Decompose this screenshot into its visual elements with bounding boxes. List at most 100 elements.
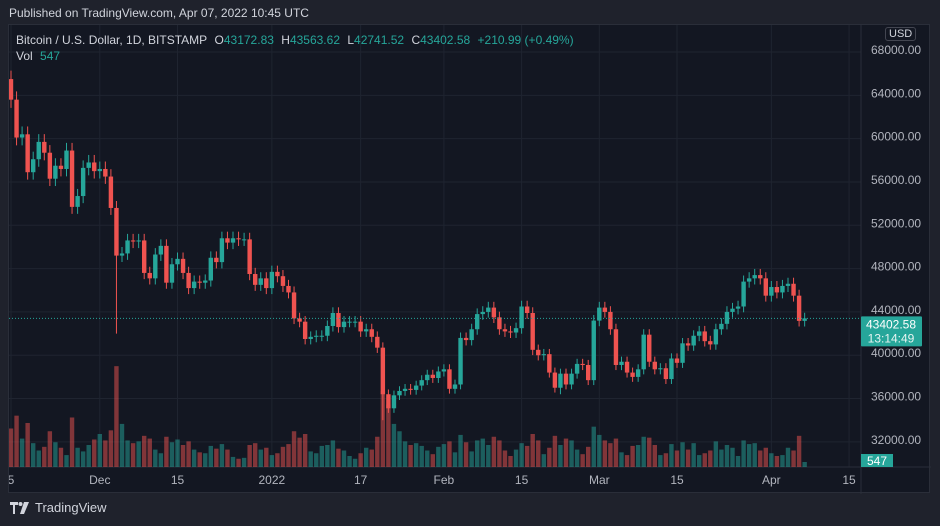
candle-body: [791, 283, 796, 296]
close-value: 43402.58: [420, 33, 471, 47]
volume-bar: [269, 455, 275, 467]
candle-body: [53, 165, 58, 179]
volume-bar: [142, 435, 147, 467]
candle-body: [219, 238, 225, 263]
volume-bar: [97, 434, 102, 467]
candle-body: [164, 245, 169, 283]
volume-bar: [169, 442, 175, 467]
chart-panel[interactable]: 68000.00 64000.00 60000.00 56000.00 52000.00…: [8, 24, 931, 494]
candle-body: [69, 150, 75, 207]
candle-body: [702, 331, 707, 342]
candle-body: [486, 307, 491, 312]
volume-bar: [735, 456, 741, 467]
candle-body: [691, 335, 696, 346]
candle-body: [31, 159, 36, 173]
candle-body: [547, 354, 552, 373]
volume-bar: [541, 454, 546, 467]
volume-bar: [491, 436, 497, 467]
candle-body: [264, 278, 269, 289]
candle-body: [269, 271, 275, 289]
open-value: 43172.83: [223, 33, 274, 47]
volume-label: Vol: [16, 49, 33, 63]
volume-bar: [230, 456, 236, 467]
volume-bar: [713, 441, 719, 467]
volume-bar: [663, 453, 669, 467]
volume-bar: [308, 451, 313, 467]
candle-body: [175, 258, 180, 265]
currency-button[interactable]: USD: [885, 27, 917, 41]
volume-bar: [375, 436, 380, 467]
candle-body: [569, 373, 574, 385]
price-tick-label: 68000.00: [871, 43, 921, 57]
volume-bar: [563, 438, 569, 467]
symbol-title[interactable]: Bitcoin / U.S. Dollar, 1D, BITSTAMP: [16, 33, 208, 47]
volume-bar: [708, 450, 713, 467]
change-value: +210.99 (+0.49%): [477, 33, 574, 47]
volume-bar: [380, 390, 386, 467]
candle-body: [380, 347, 386, 395]
candle-body: [524, 306, 530, 314]
low-label: L: [347, 33, 355, 47]
candle-body: [558, 373, 563, 388]
candle-body: [114, 207, 119, 256]
candle-body: [397, 390, 402, 396]
volume-bar: [752, 443, 757, 467]
volume-bar: [114, 366, 119, 467]
high-label: H: [281, 33, 290, 47]
volume-bar: [486, 445, 491, 467]
candle-body: [375, 336, 380, 348]
volume-bar: [336, 448, 341, 467]
candlestick-chart[interactable]: 68000.00 64000.00 60000.00 56000.00 52000.00…: [9, 25, 931, 494]
candle-body: [308, 336, 313, 339]
candle-body: [735, 306, 741, 309]
volume-bar: [436, 446, 441, 467]
volume-bar: [275, 453, 280, 467]
candle-body: [708, 341, 713, 345]
candle-body: [608, 311, 613, 330]
time-tick-label: 2022: [258, 473, 285, 487]
candle-body: [19, 134, 25, 138]
volume-bar: [203, 453, 208, 467]
time-tick-label: Mar: [589, 473, 610, 487]
candle-body: [9, 79, 14, 100]
candle-body: [802, 318, 807, 321]
candle-body: [319, 335, 324, 337]
volume-bar: [53, 442, 58, 467]
volume-bar: [802, 461, 807, 467]
volume-bar: [80, 451, 86, 467]
volume-bar: [413, 443, 419, 467]
volume-bar: [774, 456, 780, 467]
candle-body: [563, 373, 569, 385]
price-tick-label: 48000.00: [871, 260, 921, 274]
candle-body: [108, 176, 114, 208]
candle-body: [463, 337, 469, 341]
volume-bar: [602, 440, 608, 467]
volume-bar: [358, 453, 363, 467]
volume-bar: [685, 449, 691, 467]
candle-body: [352, 321, 358, 323]
candle-body: [36, 141, 41, 160]
candle-body: [796, 295, 802, 321]
candle-body: [208, 257, 213, 281]
candle-body: [358, 321, 363, 332]
candle-body: [658, 368, 663, 370]
time-tick-label: Dec: [89, 473, 110, 487]
published-header: Published on TradingView.com, Apr 07, 20…: [9, 6, 309, 20]
volume-tag: [861, 454, 893, 467]
candle-body: [591, 320, 596, 381]
candle-body: [58, 165, 64, 169]
footer-brand[interactable]: TradingView: [35, 500, 107, 515]
candle-body: [302, 321, 308, 339]
high-value: 43563.62: [289, 33, 340, 47]
candle-body: [369, 329, 374, 337]
volume-bar: [386, 404, 391, 467]
volume-tag-label: 547: [867, 454, 887, 468]
volume-bar: [319, 445, 324, 467]
volume-bar: [341, 450, 347, 467]
candle-body: [774, 287, 780, 293]
candle-body: [458, 337, 463, 385]
volume-bar: [180, 445, 186, 467]
volume-bar: [58, 447, 64, 467]
price-tick-label: 36000.00: [871, 390, 921, 404]
volume-bar: [297, 437, 302, 467]
